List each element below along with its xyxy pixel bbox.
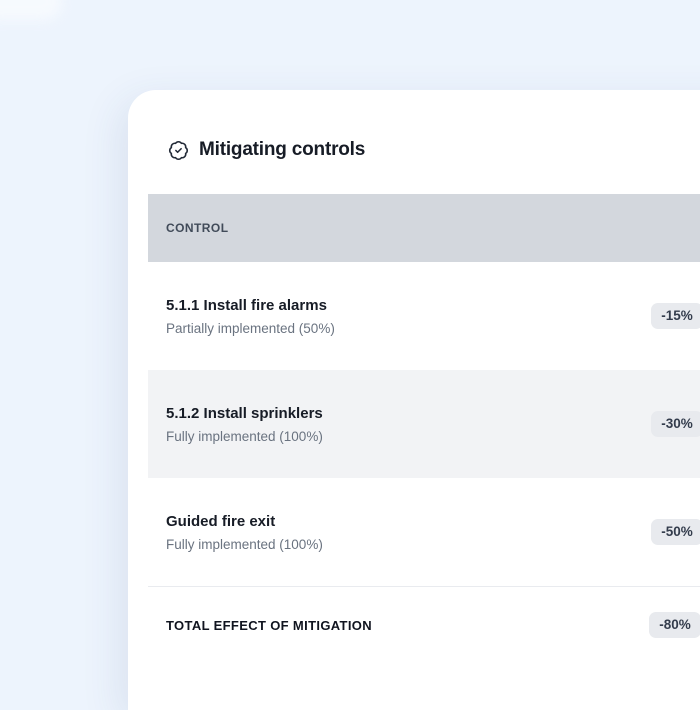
- mitigating-controls-card: Mitigating controls CONTROL EFFECT 5.1.1…: [128, 90, 700, 710]
- mitigating-controls-table: CONTROL EFFECT 5.1.1 Install fire alarms…: [148, 194, 700, 663]
- effect-percent-badge: -15%: [651, 302, 700, 330]
- control-status: Partially implemented (50%): [166, 320, 335, 336]
- total-label: TOTAL EFFECT OF MITIGATION: [166, 617, 373, 633]
- control-title: 5.1.1 Install fire alarms: [166, 296, 327, 314]
- table-row: 5.1.2 Install sprinklers Fully implement…: [148, 370, 700, 478]
- effect-cell: -30% -2.5: [651, 410, 700, 438]
- control-title: Guided fire exit: [166, 512, 276, 530]
- badge-check-icon: [168, 140, 189, 161]
- control-cell: Guided fire exit Fully implemented (100%…: [166, 513, 323, 552]
- effect-percent-badge: -50%: [651, 518, 700, 546]
- total-row: TOTAL EFFECT OF MITIGATION -80% -8.0: [148, 586, 700, 663]
- effect-cell: -15% -2.0: [651, 302, 700, 330]
- control-status: Fully implemented (100%): [166, 428, 323, 444]
- control-cell: 5.1.2 Install sprinklers Fully implement…: [166, 405, 323, 444]
- control-cell: 5.1.1 Install fire alarms Partially impl…: [166, 297, 335, 336]
- table-row: Guided fire exit Fully implemented (100%…: [148, 478, 700, 586]
- page-corner-glow: [0, 0, 62, 20]
- table-header-row: CONTROL EFFECT: [148, 194, 700, 262]
- total-percent-badge: -80%: [649, 611, 700, 639]
- control-title: 5.1.2 Install sprinklers: [166, 404, 323, 422]
- page-title: Mitigating controls: [199, 139, 366, 160]
- effect-cell: -50% -3.5: [651, 518, 700, 546]
- column-header-control: CONTROL: [166, 221, 229, 235]
- table-row: 5.1.1 Install fire alarms Partially impl…: [148, 262, 700, 370]
- control-status: Fully implemented (100%): [166, 536, 323, 552]
- total-effect-cell: -80% -8.0: [649, 611, 700, 639]
- card-header: Mitigating controls: [128, 90, 700, 162]
- effect-percent-badge: -30%: [651, 410, 700, 438]
